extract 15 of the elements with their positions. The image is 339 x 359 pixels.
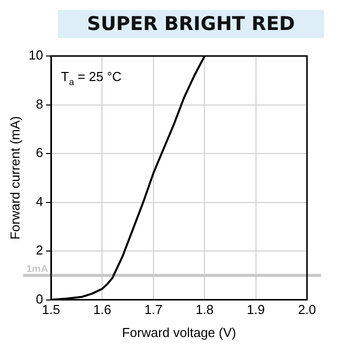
x-tick-label: 1.9 xyxy=(246,302,265,318)
y-tick-label: 4 xyxy=(36,194,44,209)
x-tick-label: 1.8 xyxy=(196,302,214,318)
y-tick-label: 8 xyxy=(36,96,44,112)
y-tick-label: 2 xyxy=(36,242,44,258)
x-tick-label: 1.6 xyxy=(93,302,112,318)
x-tick-label: 1.5 xyxy=(42,302,60,318)
chart-title: SUPER BRIGHT RED xyxy=(58,10,324,38)
y-tick-label: 6 xyxy=(36,145,44,160)
y-tick-label: 10 xyxy=(28,48,44,63)
x-axis-title: Forward voltage (V) xyxy=(122,324,236,340)
y-axis-title: Forward current (mA) xyxy=(7,116,22,240)
x-tick-label: 2.0 xyxy=(298,302,316,318)
y-tick-label: 0 xyxy=(36,291,44,306)
x-tick-label: 1.7 xyxy=(144,302,162,318)
